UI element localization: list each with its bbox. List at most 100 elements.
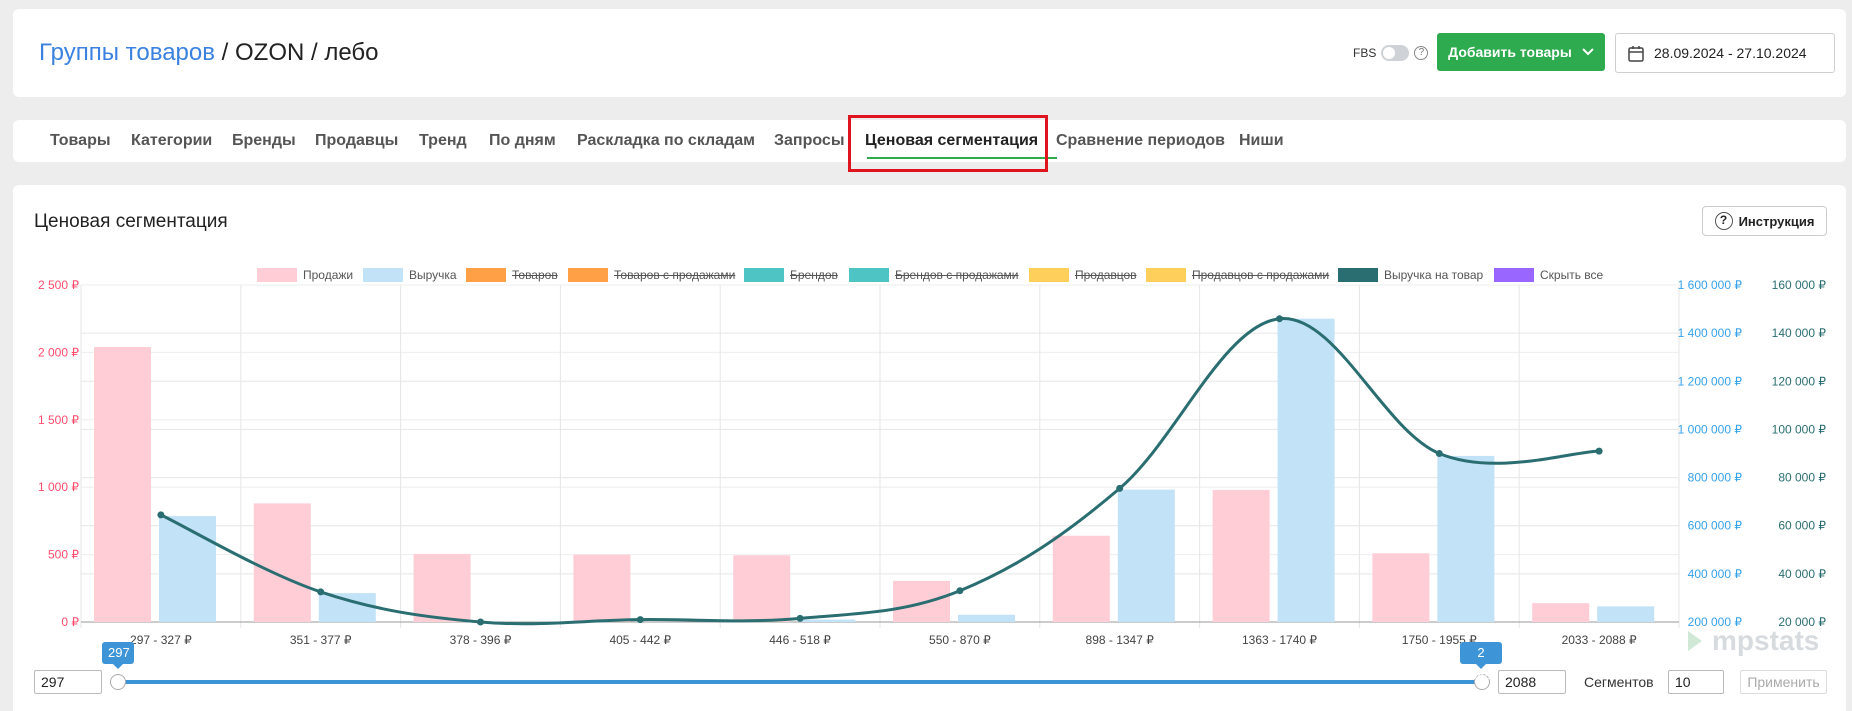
left-axis-tick: 2 500 ₽: [38, 278, 79, 292]
tab-price-segmentation[interactable]: Ценовая сегментация: [865, 132, 1039, 149]
breadcrumb: Группы товаров / OZON / лебо: [39, 39, 379, 67]
right-axis-per-item-tick: 160 000 ₽: [1772, 278, 1827, 292]
right-axis-per-item-tick: 80 000 ₽: [1778, 471, 1826, 485]
tab-categories[interactable]: Категории: [131, 132, 213, 149]
tab-queries[interactable]: Запросы: [774, 132, 845, 149]
sales-bar: [1212, 489, 1270, 622]
revenue-bar: [318, 593, 376, 622]
legend-item[interactable]: Продавцов с продажами: [1146, 268, 1329, 282]
tab-products[interactable]: Товары: [50, 132, 111, 149]
sales-bar: [893, 580, 950, 622]
add-products-label: Добавить товары: [1448, 44, 1572, 60]
active-tab-highlight: [848, 115, 1048, 172]
legend-label: Брендов: [790, 268, 838, 282]
instruction-button[interactable]: ? Инструкция: [1702, 206, 1827, 236]
revenue-bar: [1437, 455, 1495, 622]
price-range-slider[interactable]: [117, 680, 1482, 684]
legend-label: Продавцов: [1075, 268, 1137, 282]
sales-bar: [573, 554, 631, 622]
left-axis-tick: 1 500 ₽: [38, 413, 79, 427]
revenue-bar: [798, 619, 856, 622]
tab-trend[interactable]: Тренд: [419, 132, 467, 149]
x-axis-tick: 405 - 442 ₽: [609, 633, 671, 647]
right-axis-revenue-tick: 200 000 ₽: [1688, 615, 1743, 629]
right-axis-per-item-tick: 120 000 ₽: [1772, 374, 1827, 388]
right-axis-per-item-tick: 100 000 ₽: [1772, 422, 1827, 436]
tab-by-days[interactable]: По дням: [489, 132, 556, 149]
legend-swatch: [1494, 268, 1534, 282]
chart-legend: Продажи Выручка Товаров Товаров с продаж…: [0, 268, 1852, 286]
legend-label: Скрыть все: [1540, 268, 1604, 282]
fbs-toggle-group: FBS ?: [1353, 45, 1429, 61]
sales-bar: [733, 555, 791, 622]
breadcrumb-current: / OZON / лебо: [214, 39, 379, 66]
x-axis-tick: 1363 - 1740 ₽: [1242, 633, 1317, 647]
apply-button[interactable]: Применить: [1740, 670, 1827, 694]
right-axis-revenue-tick: 400 000 ₽: [1688, 567, 1743, 581]
add-products-button[interactable]: Добавить товары: [1437, 33, 1605, 71]
right-axis-revenue-tick: 1 600 000 ₽: [1678, 278, 1743, 292]
legend-item[interactable]: Выручка на товар: [1338, 268, 1483, 282]
price-max-input[interactable]: 2088: [1498, 670, 1566, 694]
revenue-per-item-point: [1116, 484, 1124, 492]
tabs-bar: Товары Категории Бренды Продавцы Тренд П…: [13, 120, 1846, 162]
tab-warehouses[interactable]: Раскладка по складам: [577, 132, 755, 149]
mpstats-logo-icon: [1688, 629, 1708, 653]
tab-niches[interactable]: Ниши: [1239, 132, 1284, 149]
x-axis-tick: 2033 - 2088 ₽: [1562, 633, 1637, 647]
sales-bar: [1532, 603, 1590, 622]
revenue-per-item-point: [1276, 315, 1283, 323]
legend-swatch: [1338, 268, 1378, 282]
sales-bar: [253, 503, 311, 622]
instruction-label: Инструкция: [1738, 213, 1815, 229]
revenue-per-item-point: [956, 587, 964, 595]
x-axis-tick: 898 - 1347 ₽: [1086, 633, 1155, 647]
revenue-bar: [958, 614, 1015, 622]
slider-max-handle[interactable]: [1474, 674, 1490, 690]
legend-item[interactable]: Продавцов: [1029, 268, 1137, 282]
legend-swatch: [744, 268, 784, 282]
breadcrumb-groups-link[interactable]: Группы товаров: [39, 39, 215, 66]
right-axis-per-item-tick: 140 000 ₽: [1772, 326, 1827, 340]
revenue-bar: [159, 516, 216, 622]
tab-brands[interactable]: Бренды: [232, 132, 296, 149]
right-axis-revenue-tick: 800 000 ₽: [1688, 471, 1743, 485]
legend-item[interactable]: Выручка: [363, 268, 457, 282]
right-axis-revenue-tick: 1 200 000 ₽: [1678, 374, 1743, 388]
fbs-toggle[interactable]: [1381, 45, 1410, 61]
x-axis-tick: 550 - 870 ₽: [929, 633, 991, 647]
revenue-bar: [1597, 606, 1655, 622]
legend-item[interactable]: Товаров: [466, 268, 558, 282]
left-axis-tick: 2 000 ₽: [38, 345, 79, 359]
slider-min-handle[interactable]: [110, 674, 126, 690]
legend-swatch: [1146, 268, 1186, 282]
legend-item[interactable]: Товаров с продажами: [568, 268, 735, 282]
price-min-input[interactable]: 297: [34, 670, 102, 694]
active-tab-indicator: [867, 157, 1057, 159]
legend-item[interactable]: Брендов: [744, 268, 838, 282]
tab-sellers[interactable]: Продавцы: [315, 132, 399, 149]
mpstats-watermark: mpstats: [1688, 625, 1819, 657]
segments-input[interactable]: 10: [1668, 670, 1724, 694]
revenue-per-item-point: [477, 618, 484, 626]
date-range-picker[interactable]: 28.09.2024 - 27.10.2024: [1615, 33, 1835, 73]
right-axis-revenue-tick: 600 000 ₽: [1688, 519, 1743, 533]
legend-label: Продавцов с продажами: [1192, 268, 1330, 282]
fbs-help-icon[interactable]: ?: [1414, 46, 1429, 60]
revenue-per-item-point: [796, 614, 804, 622]
legend-swatch: [849, 268, 889, 282]
tab-period-comparison[interactable]: Сравнение периодов: [1056, 132, 1225, 149]
legend-label: Продажи: [303, 268, 354, 282]
revenue-per-item-point: [1595, 447, 1603, 455]
right-axis-per-item-tick: 20 000 ₽: [1778, 615, 1826, 629]
legend-label: Брендов с продажами: [895, 268, 1019, 282]
sales-bar: [413, 553, 471, 622]
revenue-per-item-line: [160, 317, 1600, 626]
legend-item[interactable]: Продажи: [257, 268, 353, 282]
legend-item[interactable]: Брендов с продажами: [849, 268, 1018, 282]
revenue-bar: [1117, 489, 1175, 622]
x-axis-tick: 1750 - 1955 ₽: [1402, 633, 1477, 647]
slider-max-bubble: 2 088: [1460, 642, 1502, 682]
legend-item[interactable]: Скрыть все: [1494, 268, 1603, 282]
